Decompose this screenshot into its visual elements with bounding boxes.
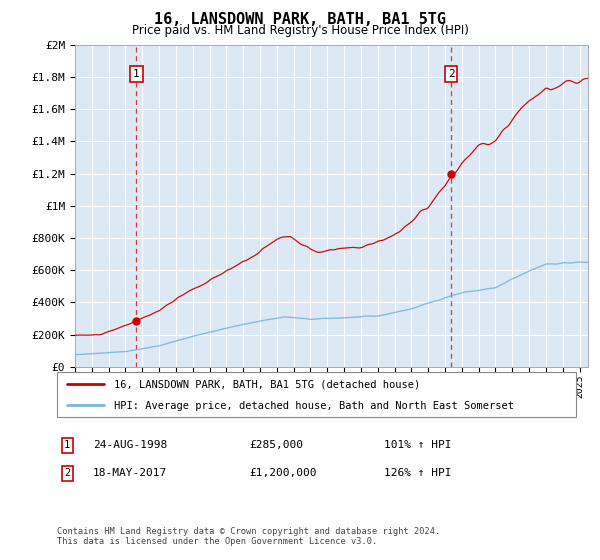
Text: 2: 2 — [64, 468, 70, 478]
Text: 101% ↑ HPI: 101% ↑ HPI — [384, 440, 452, 450]
Text: HPI: Average price, detached house, Bath and North East Somerset: HPI: Average price, detached house, Bath… — [114, 400, 514, 410]
FancyBboxPatch shape — [57, 372, 576, 417]
Text: 126% ↑ HPI: 126% ↑ HPI — [384, 468, 452, 478]
Text: 16, LANSDOWN PARK, BATH, BA1 5TG: 16, LANSDOWN PARK, BATH, BA1 5TG — [154, 12, 446, 27]
Text: Contains HM Land Registry data © Crown copyright and database right 2024.
This d: Contains HM Land Registry data © Crown c… — [57, 526, 440, 546]
Text: 24-AUG-1998: 24-AUG-1998 — [93, 440, 167, 450]
Text: 16, LANSDOWN PARK, BATH, BA1 5TG (detached house): 16, LANSDOWN PARK, BATH, BA1 5TG (detach… — [114, 380, 421, 390]
Text: £1,200,000: £1,200,000 — [249, 468, 317, 478]
Text: Price paid vs. HM Land Registry's House Price Index (HPI): Price paid vs. HM Land Registry's House … — [131, 24, 469, 36]
Text: £285,000: £285,000 — [249, 440, 303, 450]
Text: 1: 1 — [133, 69, 140, 79]
Text: 18-MAY-2017: 18-MAY-2017 — [93, 468, 167, 478]
Text: 1: 1 — [64, 440, 70, 450]
Text: 2: 2 — [448, 69, 455, 79]
